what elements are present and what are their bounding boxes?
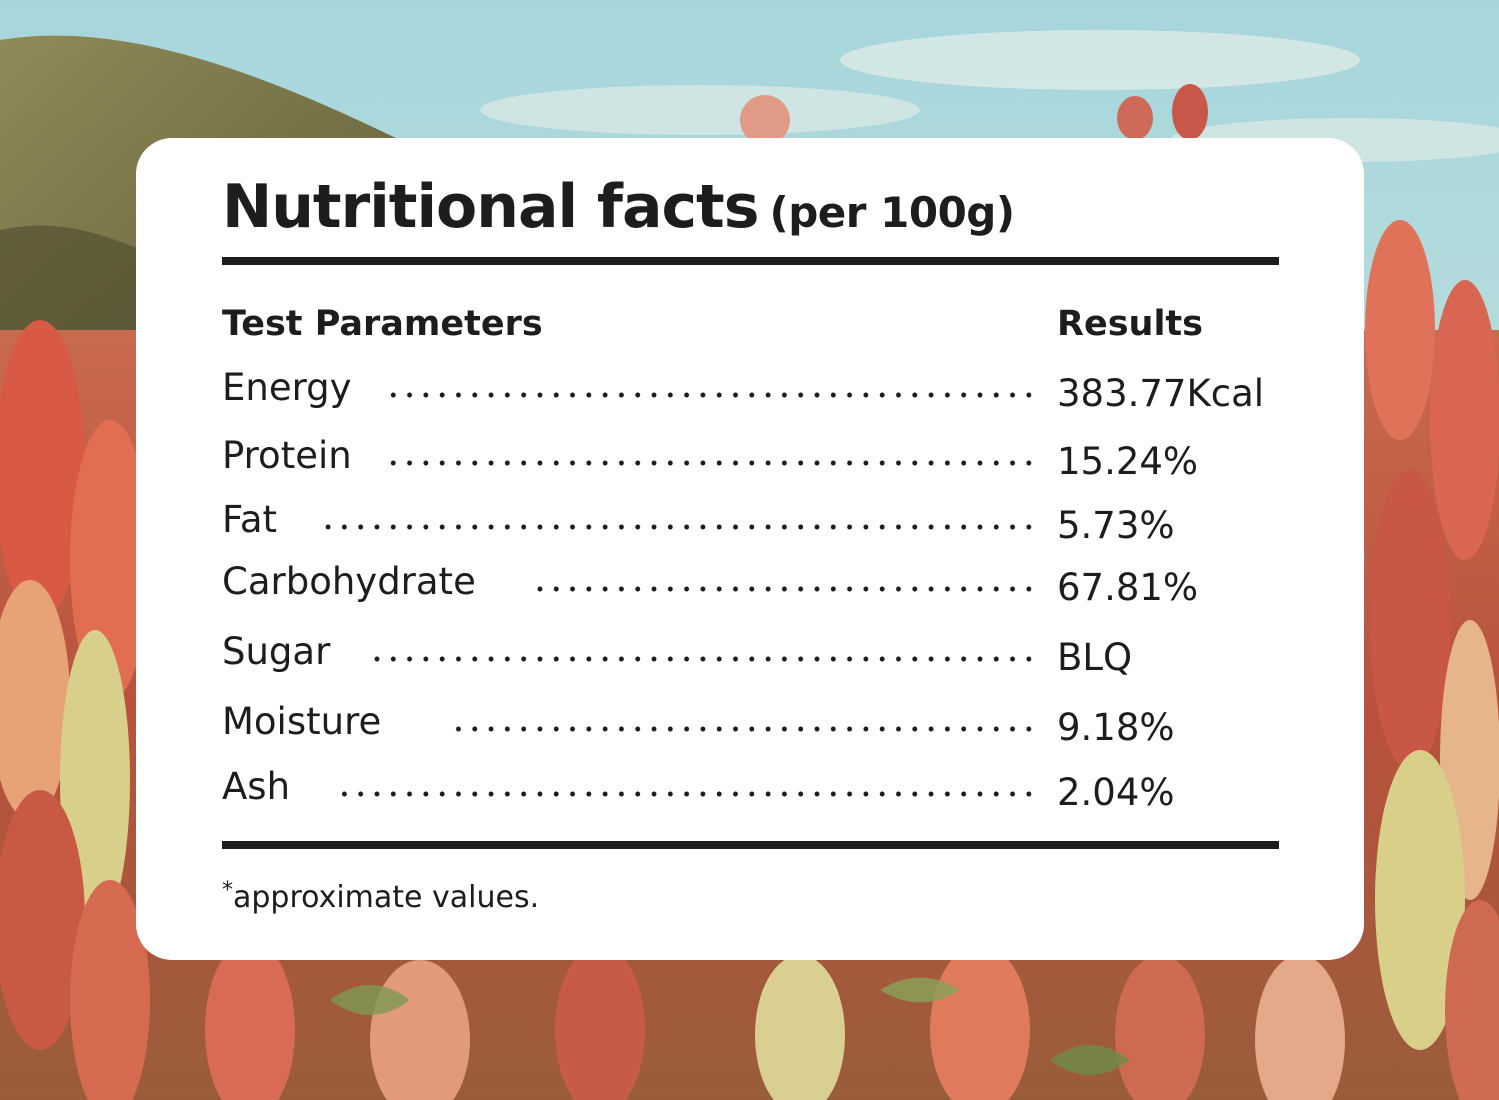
- header-test-parameters: Test Parameters: [222, 304, 543, 344]
- nutrient-name: Protein: [222, 434, 352, 477]
- nutrient-value: 5.73%: [1057, 504, 1175, 547]
- nutrient-name: Carbohydrate: [222, 560, 476, 603]
- nutrient-value: 383.77Kcal: [1057, 372, 1265, 415]
- nutrient-row-moisture: Moisture 9.18%: [222, 700, 1279, 749]
- bottom-divider: [222, 841, 1279, 849]
- dot-leader: [322, 524, 1037, 530]
- nutrient-row-protein: Protein 15.24%: [222, 434, 1279, 483]
- dot-leader: [369, 656, 1037, 662]
- title-main: Nutritional facts: [222, 172, 759, 242]
- top-divider: [222, 257, 1279, 265]
- dot-leader: [534, 586, 1037, 592]
- dot-leader: [387, 460, 1037, 466]
- nutrient-value: 67.81%: [1057, 566, 1199, 609]
- nutrient-value: 9.18%: [1057, 706, 1175, 749]
- nutrient-name: Energy: [222, 366, 352, 409]
- nutrient-row-ash: Ash 2.04%: [222, 765, 1279, 814]
- footnote-text: approximate values.: [233, 880, 540, 915]
- dot-leader: [340, 791, 1037, 797]
- nutrient-value: 15.24%: [1057, 440, 1199, 483]
- dot-leader: [387, 392, 1037, 398]
- nutrient-name: Fat: [222, 498, 278, 541]
- nutrient-row-carbohydrate: Carbohydrate 67.81%: [222, 560, 1279, 609]
- nutrition-title: Nutritional facts (per 100g): [222, 172, 1015, 242]
- nutrient-value: BLQ: [1057, 636, 1133, 679]
- footnote: *approximate values.: [222, 878, 540, 915]
- nutrient-row-energy: Energy 383.77Kcal: [222, 366, 1279, 415]
- nutrient-name: Sugar: [222, 630, 331, 673]
- title-serving-size: (per 100g): [769, 188, 1016, 237]
- nutrient-name: Moisture: [222, 700, 382, 743]
- dot-leader: [452, 726, 1037, 732]
- nutrient-row-sugar: Sugar BLQ: [222, 630, 1279, 679]
- nutrition-facts-card: Nutritional facts (per 100g) Test Parame…: [136, 138, 1364, 960]
- nutrient-name: Ash: [222, 765, 291, 808]
- nutrient-row-fat: Fat 5.73%: [222, 498, 1279, 547]
- header-results: Results: [1057, 304, 1203, 344]
- nutrient-value: 2.04%: [1057, 771, 1175, 814]
- footnote-asterisk: *: [222, 878, 233, 903]
